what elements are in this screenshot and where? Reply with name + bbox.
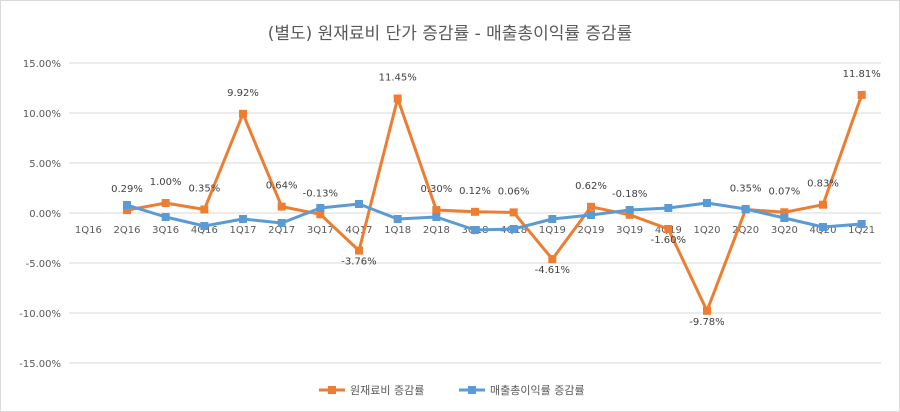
data-label: -3.76% bbox=[341, 257, 376, 268]
data-point bbox=[819, 200, 827, 209]
data-label: 0.35% bbox=[188, 184, 220, 195]
data-label: 0.62% bbox=[575, 181, 607, 192]
chart-title: (별도) 원재료비 단가 증감률 - 매출총이익률 증감률 bbox=[268, 24, 633, 44]
data-point bbox=[509, 225, 518, 233]
data-point bbox=[316, 210, 325, 219]
series-line-1 bbox=[126, 201, 862, 232]
data-point bbox=[393, 215, 402, 223]
data-point bbox=[432, 213, 441, 221]
x-tick-label: 1Q21 bbox=[848, 225, 875, 236]
data-point bbox=[393, 94, 402, 103]
data-label: 9.92% bbox=[227, 88, 259, 99]
data-label: -4.61% bbox=[535, 265, 570, 276]
data-point bbox=[432, 206, 441, 214]
data-point bbox=[703, 199, 711, 207]
data-point bbox=[587, 202, 595, 211]
data-label: 0.29% bbox=[111, 184, 143, 195]
y-tick-label: -10.00% bbox=[19, 309, 61, 320]
data-point bbox=[277, 202, 286, 211]
legend-marker bbox=[468, 386, 476, 394]
series-layer bbox=[123, 90, 866, 315]
data-label: 0.35% bbox=[730, 184, 762, 195]
data-point bbox=[200, 205, 209, 214]
y-tick-label: 10.00% bbox=[23, 109, 61, 120]
x-tick-label: 1Q17 bbox=[230, 225, 257, 236]
data-point bbox=[780, 208, 789, 217]
data-point bbox=[123, 206, 131, 215]
data-label: 0.12% bbox=[459, 186, 491, 197]
data-point bbox=[471, 207, 479, 216]
x-tick-label: 1Q20 bbox=[694, 225, 721, 236]
x-tick-label: 2Q19 bbox=[578, 225, 605, 236]
y-axis: 15.00% 10.00% 5.00% 0.00% -5.00% -10.00% -15.0… bbox=[19, 59, 61, 370]
data-label: -9.78% bbox=[689, 317, 724, 328]
data-point bbox=[239, 109, 247, 118]
data-label: -0.18% bbox=[612, 189, 647, 200]
legend: 원재료비 증감률 매출총이익률 증감률 bbox=[319, 384, 585, 397]
data-point bbox=[664, 204, 673, 212]
y-tick-label: 0.00% bbox=[29, 209, 61, 220]
y-tick-label: -15.00% bbox=[19, 359, 61, 370]
x-tick-label: 3Q17 bbox=[307, 225, 334, 236]
data-point bbox=[857, 220, 866, 228]
data-label: 0.30% bbox=[420, 184, 452, 195]
y-tick-label: 5.00% bbox=[29, 159, 61, 170]
data-point bbox=[239, 215, 247, 223]
x-tick-label: 1Q16 bbox=[75, 225, 102, 236]
x-tick-label: 1Q18 bbox=[384, 225, 411, 236]
data-point bbox=[123, 201, 131, 209]
x-tick-label: 4Q17 bbox=[346, 225, 373, 236]
data-label: -0.13% bbox=[303, 188, 338, 199]
data-point bbox=[819, 223, 827, 231]
data-label: 11.45% bbox=[379, 73, 417, 84]
x-tick-label: 3Q19 bbox=[616, 225, 643, 236]
y-tick-label: 15.00% bbox=[23, 59, 61, 70]
x-tick-label: 2Q20 bbox=[732, 225, 759, 236]
data-point bbox=[548, 255, 557, 264]
legend-label: 원재료비 증감률 bbox=[350, 384, 424, 397]
y-tick-label: -5.00% bbox=[26, 259, 61, 270]
data-point bbox=[161, 213, 170, 221]
data-label: -1.60% bbox=[651, 235, 686, 246]
data-point bbox=[355, 246, 363, 255]
x-tick-label: 3Q20 bbox=[771, 225, 798, 236]
data-label: 0.06% bbox=[498, 186, 530, 197]
data-point bbox=[664, 225, 673, 233]
x-tick-label: 1Q19 bbox=[539, 225, 566, 236]
data-point bbox=[780, 214, 789, 222]
data-point bbox=[200, 222, 209, 230]
x-tick-label: 4Q16 bbox=[191, 225, 218, 236]
data-label: 0.83% bbox=[807, 179, 839, 190]
x-tick-label: 2Q18 bbox=[423, 225, 450, 236]
data-label: 1.00% bbox=[150, 177, 182, 188]
data-point bbox=[471, 226, 479, 234]
data-point bbox=[703, 306, 711, 315]
data-point bbox=[625, 210, 634, 219]
legend-marker bbox=[328, 386, 336, 394]
data-point bbox=[857, 90, 866, 99]
data-point bbox=[316, 204, 325, 212]
data-point bbox=[355, 200, 363, 208]
data-point bbox=[509, 208, 518, 217]
data-point bbox=[161, 199, 170, 207]
data-label: 0.07% bbox=[768, 186, 800, 197]
x-tick-label: 2Q17 bbox=[268, 225, 295, 236]
data-point bbox=[587, 211, 595, 219]
data-point bbox=[277, 219, 286, 227]
data-label: 11.81% bbox=[843, 69, 881, 80]
series-line-0 bbox=[126, 94, 864, 313]
x-tick-label: 3Q16 bbox=[152, 225, 179, 236]
x-tick-label: 2Q16 bbox=[114, 225, 141, 236]
data-labels: 0.29% 1.00% 0.35% 9.92% 0.64% -0.13% -3.76% 11.… bbox=[111, 69, 881, 328]
data-point bbox=[741, 205, 750, 213]
legend-label: 매출총이익률 증감률 bbox=[490, 384, 585, 397]
data-point bbox=[625, 206, 634, 214]
data-point bbox=[548, 215, 557, 223]
data-label: 0.64% bbox=[266, 181, 298, 192]
